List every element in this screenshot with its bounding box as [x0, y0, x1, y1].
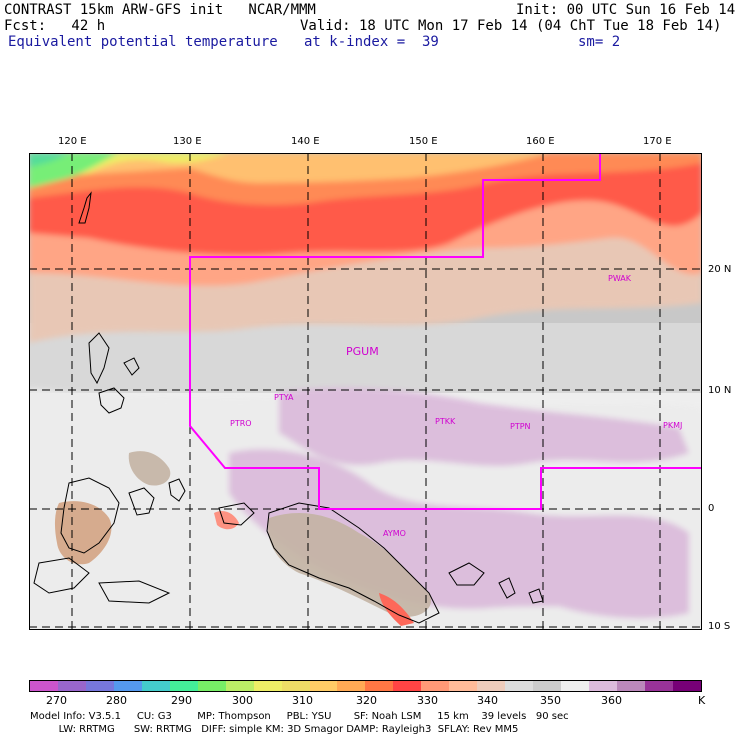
- colorbar-label: 360: [601, 694, 622, 707]
- colorbar-swatch: [365, 681, 394, 691]
- valid-time: Valid: 18 UTC Mon 17 Feb 14 (04 ChT Tue …: [300, 18, 722, 34]
- colorbar-swatch: [253, 681, 282, 691]
- lat-label: 10 N: [708, 385, 732, 396]
- station-aymo: AYMO: [383, 529, 406, 538]
- station-pgum: PGUM: [346, 345, 379, 358]
- colorbar-swatch: [225, 681, 254, 691]
- station-ptya: PTYA: [274, 393, 294, 402]
- colorbar-swatch: [505, 681, 534, 691]
- lat-label: 10 S: [708, 621, 731, 632]
- colorbar-swatch: [449, 681, 478, 691]
- colorbar-label: 310: [292, 694, 313, 707]
- colorbar-swatch: [644, 681, 673, 691]
- colorbar-label: 280: [106, 694, 127, 707]
- lon-label: 160 E: [526, 136, 555, 147]
- colorbar-label: 270: [46, 694, 67, 707]
- colorbar-swatch: [113, 681, 142, 691]
- colorbar-swatch: [393, 681, 422, 691]
- station-ptpn: PTPN: [510, 422, 531, 431]
- colorbar-swatch: [337, 681, 366, 691]
- lon-label: 140 E: [291, 136, 320, 147]
- field-name: Equivalent potential temperature: [8, 34, 278, 50]
- lon-label: 130 E: [173, 136, 202, 147]
- lon-label: 170 E: [643, 136, 672, 147]
- station-pwak: PWAK: [608, 274, 632, 283]
- colorbar-label: 340: [477, 694, 498, 707]
- lat-label: 20 N: [708, 264, 732, 275]
- model-info-line2: LW: RRTMG SW: RRTMG DIFF: simple KM: 3D …: [30, 724, 519, 735]
- colorbar-swatch: [85, 681, 114, 691]
- lon-label: 120 E: [58, 136, 87, 147]
- colorbar-label: 320: [356, 694, 377, 707]
- station-pkmj: PKMJ: [663, 421, 683, 430]
- colorbar-swatch: [477, 681, 506, 691]
- colorbar-swatch: [421, 681, 450, 691]
- colorbar-swatch: [561, 681, 590, 691]
- lon-label: 150 E: [409, 136, 438, 147]
- colorbar-swatch: [672, 681, 701, 691]
- colorbar-swatch: [169, 681, 198, 691]
- colorbar: [29, 680, 702, 692]
- level-index: at k-index = 39: [304, 34, 439, 50]
- forecast-hour: Fcst: 42 h: [4, 18, 106, 34]
- domain-boundary: [189, 153, 702, 510]
- lat-label: 0: [708, 503, 715, 514]
- colorbar-swatch: [589, 681, 618, 691]
- colorbar-swatch: [197, 681, 226, 691]
- colorbar-swatch: [141, 681, 170, 691]
- smoothing: sm= 2: [578, 34, 621, 50]
- colorbar-label: 350: [540, 694, 561, 707]
- colorbar-label: 290: [171, 694, 192, 707]
- station-ptro: PTRO: [230, 419, 252, 428]
- colorbar-label: 300: [232, 694, 253, 707]
- colorbar-swatch: [30, 681, 58, 691]
- map-panel: PGUM PTYA PTRO PTKK PTPN PKMJ PWAK AYMO: [29, 153, 702, 630]
- colorbar-swatch: [57, 681, 86, 691]
- model-info-line1: Model Info: V3.5.1 CU: G3 MP: Thompson P…: [30, 711, 569, 722]
- colorbar-label: 330: [417, 694, 438, 707]
- init-time: Init: 00 UTC Sun 16 Feb 14: [516, 2, 736, 18]
- colorbar-swatch: [309, 681, 338, 691]
- plot-title: CONTRAST 15km ARW-GFS init NCAR/MMM: [4, 2, 316, 18]
- colorbar-unit: K: [698, 694, 706, 707]
- colorbar-swatch: [281, 681, 310, 691]
- colorbar-swatch: [533, 681, 562, 691]
- colorbar-swatch: [617, 681, 645, 691]
- station-ptkk: PTKK: [435, 417, 456, 426]
- map-canvas: [29, 153, 702, 630]
